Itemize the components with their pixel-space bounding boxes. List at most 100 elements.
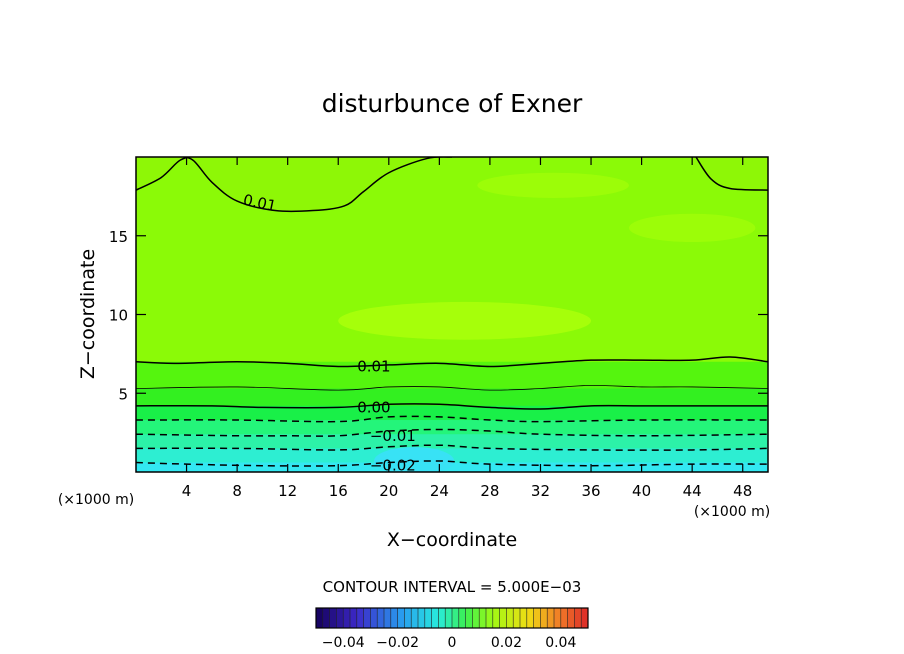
colorbar-cell	[492, 608, 500, 628]
colorbar-cell	[526, 608, 534, 628]
contour-lines	[136, 157, 768, 467]
x-tick-label: 4	[182, 482, 192, 500]
colorbar-cell	[316, 608, 324, 628]
colorbar-cell	[533, 608, 541, 628]
colorbar-tick-label: 0.02	[491, 635, 522, 651]
contour-line	[136, 384, 768, 391]
x-tick-label: 16	[329, 482, 348, 500]
colorbar-cell	[377, 608, 385, 628]
colorbar-tick-label: −0.02	[376, 635, 419, 651]
colorbar-cell	[363, 608, 371, 628]
colorbar-cell	[479, 608, 487, 628]
x-axis-label: X−coordinate	[387, 529, 517, 551]
x-tick-label: 44	[683, 482, 702, 500]
x-tick-label: 36	[581, 482, 600, 500]
colorbar-tick-label: 0.04	[545, 635, 576, 651]
fill-blob	[477, 172, 629, 198]
x-tick-label: 28	[480, 482, 499, 500]
colorbar-cell	[520, 608, 528, 628]
contour-line	[136, 403, 768, 410]
fill-blob	[628, 213, 756, 243]
x-tick-label: 20	[379, 482, 398, 500]
x-tick-label: 24	[430, 482, 449, 500]
contour-label: −0.02	[370, 457, 416, 475]
y-tick-label: 5	[118, 385, 128, 403]
colorbar-cell	[499, 608, 507, 628]
x-unit-right: (×1000 m)	[694, 504, 770, 520]
colorbar-cell	[554, 608, 562, 628]
colorbar-cell	[397, 608, 405, 628]
colorbar-cell	[465, 608, 473, 628]
colorbar-cell	[404, 608, 412, 628]
colorbar-cell	[506, 608, 514, 628]
contour-label-group: −0.01	[370, 427, 416, 445]
contour-line	[136, 356, 768, 368]
contour-label-group: −0.02	[370, 457, 416, 475]
colorbar-cell	[458, 608, 466, 628]
contour-interval-text: CONTOUR INTERVAL = 5.000E−03	[323, 578, 582, 596]
fill-band	[136, 420, 768, 435]
fill-band	[136, 388, 768, 407]
fill-band	[136, 448, 768, 464]
colorbar-cell	[329, 608, 337, 628]
colorbar-cell	[322, 608, 330, 628]
y-tick-label: 10	[109, 307, 128, 325]
colorbar-cell	[424, 608, 432, 628]
x-tick-label: 40	[632, 482, 651, 500]
colorbar-cell	[350, 608, 358, 628]
colorbar: −0.04 −0.02 0 0.02 0.04	[315, 607, 589, 651]
colorbar-cell	[472, 608, 480, 628]
fill-band	[136, 361, 768, 390]
contour-label: 0.00	[357, 398, 390, 416]
y-tick-label: 15	[109, 228, 128, 246]
x-tick-label: 48	[733, 482, 752, 500]
contour-line	[136, 428, 768, 437]
colorbar-cell	[370, 608, 378, 628]
colorbar-cell	[356, 608, 364, 628]
colorbar-cell	[452, 608, 460, 628]
x-unit-left: (×1000 m)	[58, 492, 134, 508]
colorbar-cell	[581, 608, 589, 628]
x-tick-label: 8	[232, 482, 242, 500]
x-tick-label: 32	[531, 482, 550, 500]
colorbar-cell	[336, 608, 344, 628]
contour-line	[136, 444, 768, 451]
colorbar-cell	[574, 608, 582, 628]
contour-label-group: 0.01	[357, 357, 390, 375]
fill-band	[695, 157, 768, 191]
contour-line	[695, 157, 768, 191]
colorbar-tick-label: −0.04	[322, 635, 365, 651]
fill-band	[136, 434, 768, 449]
fill-band	[136, 462, 768, 472]
fill-blob	[338, 301, 592, 340]
colorbar-cell	[547, 608, 555, 628]
colorbar-tick-label: 0	[448, 635, 457, 651]
colorbar-cell	[540, 608, 548, 628]
colorbar-cell	[343, 608, 351, 628]
colorbar-cell	[560, 608, 568, 628]
contour-label: −0.01	[370, 427, 416, 445]
contour-line	[136, 460, 768, 467]
contour-label-group: 0.00	[357, 398, 390, 416]
contour-fill	[136, 157, 768, 472]
colorbar-frame	[315, 607, 589, 629]
colorbar-cell	[567, 608, 575, 628]
contour-label: 0.01	[357, 357, 390, 375]
fill-blob	[374, 446, 455, 472]
colorbar-cell	[390, 608, 398, 628]
colorbar-cell	[411, 608, 419, 628]
chart-title: disturbunce of Exner	[322, 89, 583, 118]
fill-band	[136, 157, 452, 211]
x-tick-label: 12	[278, 482, 297, 500]
colorbar-cell	[445, 608, 453, 628]
colorbar-cell	[486, 608, 494, 628]
contour-line	[136, 415, 768, 423]
fill-band	[136, 405, 768, 421]
colorbar-cell	[513, 608, 521, 628]
contour-line	[136, 157, 453, 213]
colorbar-cell	[431, 608, 439, 628]
colorbar-cell	[438, 608, 446, 628]
y-axis-label: Z−coordinate	[77, 249, 99, 379]
